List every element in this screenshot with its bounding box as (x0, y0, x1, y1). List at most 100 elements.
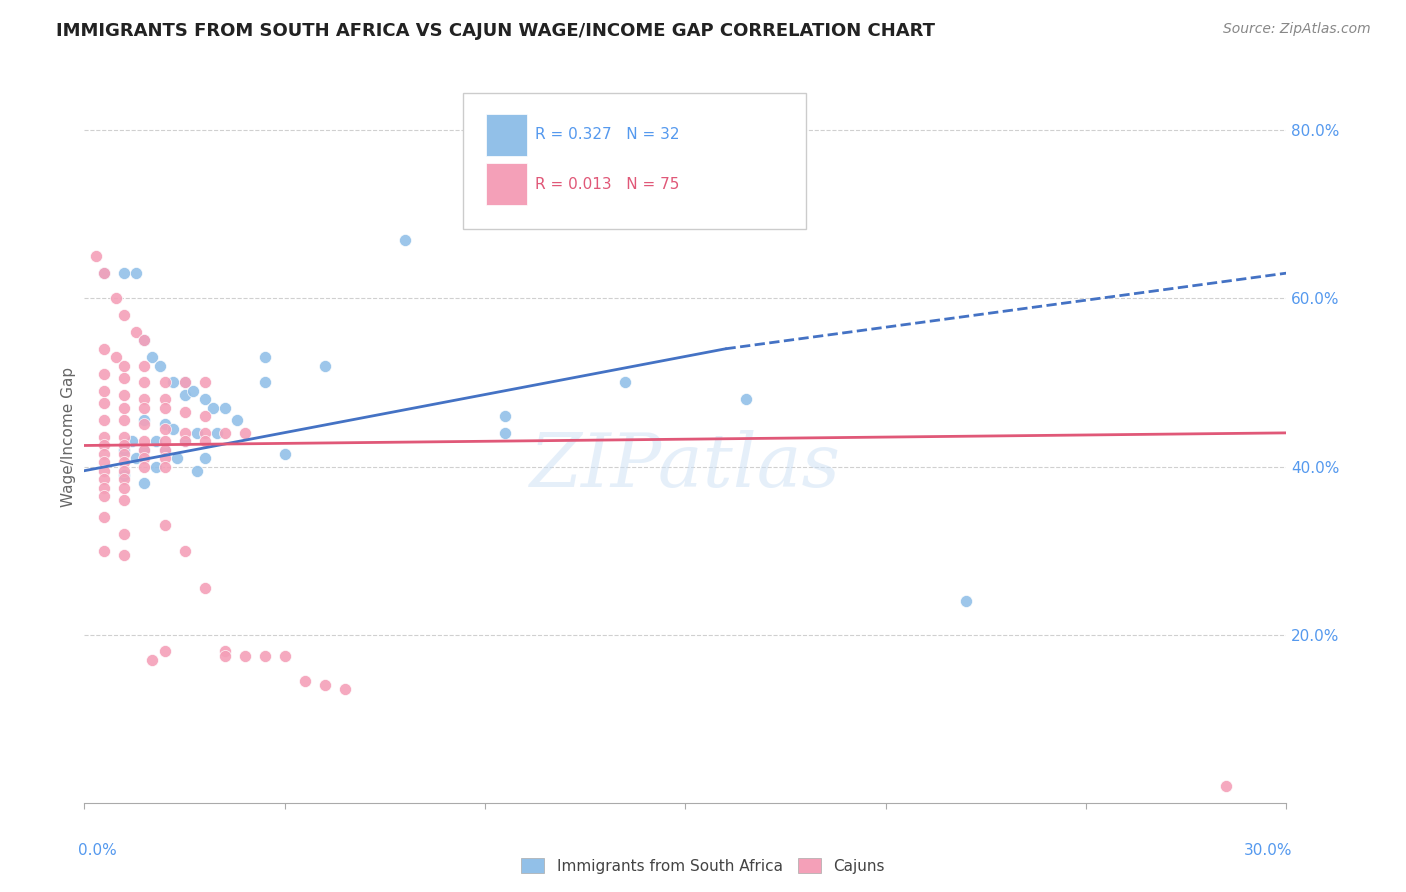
FancyBboxPatch shape (486, 162, 527, 205)
Point (134, 376, 156, 390)
Point (134, 359, 156, 373)
Point (153, 442, 176, 457)
Point (145, 434, 167, 449)
Point (173, 388, 195, 402)
Point (149, 359, 172, 373)
Point (121, 434, 143, 449)
Point (134, 451, 156, 466)
Point (494, 425, 516, 440)
Point (153, 442, 176, 457)
Point (134, 392, 156, 407)
Text: 30.0%: 30.0% (1244, 843, 1292, 858)
Point (153, 376, 176, 390)
Point (134, 442, 156, 457)
Point (153, 518, 176, 533)
Point (134, 434, 156, 449)
FancyBboxPatch shape (463, 94, 806, 228)
Point (186, 425, 208, 440)
Point (93, 464, 115, 478)
Point (394, 233, 416, 247)
Point (173, 434, 195, 449)
Point (314, 678, 336, 692)
Point (494, 409, 516, 423)
Point (162, 422, 184, 436)
Point (93, 266, 115, 280)
Point (114, 438, 135, 452)
Point (233, 648, 256, 663)
Point (93, 384, 115, 398)
Point (134, 334, 156, 348)
Point (93, 396, 115, 410)
Point (114, 371, 135, 385)
Point (173, 376, 195, 390)
Point (134, 417, 156, 432)
Point (114, 442, 135, 457)
Point (274, 447, 297, 461)
Point (173, 543, 195, 558)
Point (114, 388, 135, 402)
Point (225, 413, 247, 427)
Point (253, 350, 276, 364)
Point (194, 434, 217, 449)
FancyBboxPatch shape (486, 114, 527, 156)
Point (134, 334, 156, 348)
Point (93, 481, 115, 495)
Point (153, 422, 176, 436)
Point (93, 438, 115, 452)
Point (1215, 779, 1237, 793)
Point (93, 413, 115, 427)
Text: R = 0.327   N = 32: R = 0.327 N = 32 (536, 128, 679, 143)
Point (194, 376, 217, 390)
Point (214, 425, 236, 440)
Point (194, 409, 217, 423)
Point (125, 266, 148, 280)
Point (153, 451, 176, 466)
Point (93, 455, 115, 469)
Point (125, 325, 148, 339)
Y-axis label: Wage/Income Gap: Wage/Income Gap (60, 367, 76, 508)
Point (194, 392, 217, 407)
Point (141, 653, 163, 667)
Point (314, 359, 336, 373)
Point (173, 434, 195, 449)
Point (153, 434, 176, 449)
Point (162, 376, 184, 390)
Point (93, 342, 115, 356)
Point (114, 430, 135, 444)
Point (214, 401, 236, 415)
Point (134, 459, 156, 474)
Point (114, 548, 135, 562)
Text: R = 0.013   N = 75: R = 0.013 N = 75 (536, 177, 679, 192)
Point (114, 413, 135, 427)
Point (93, 489, 115, 503)
Point (141, 350, 163, 364)
Point (274, 648, 297, 663)
Point (153, 644, 176, 658)
Point (93, 543, 115, 558)
Point (93, 266, 115, 280)
Point (114, 472, 135, 486)
Point (114, 447, 135, 461)
Point (125, 451, 148, 466)
Text: IMMIGRANTS FROM SOUTH AFRICA VS CAJUN WAGE/INCOME GAP CORRELATION CHART: IMMIGRANTS FROM SOUTH AFRICA VS CAJUN WA… (56, 22, 935, 40)
Point (134, 476, 156, 491)
Point (134, 401, 156, 415)
Point (333, 682, 356, 697)
Point (93, 472, 115, 486)
Point (614, 376, 637, 390)
Point (114, 266, 135, 280)
Point (153, 401, 176, 415)
Point (153, 392, 176, 407)
Point (166, 451, 188, 466)
Point (205, 425, 228, 440)
Text: Source: ZipAtlas.com: Source: ZipAtlas.com (1223, 22, 1371, 37)
Point (86, 249, 108, 263)
Point (114, 481, 135, 495)
Point (173, 425, 195, 440)
Point (186, 464, 208, 478)
Point (134, 413, 156, 427)
Legend: Immigrants from South Africa, Cajuns: Immigrants from South Africa, Cajuns (516, 852, 890, 880)
Point (114, 467, 135, 482)
Point (114, 493, 135, 508)
Point (194, 451, 217, 466)
